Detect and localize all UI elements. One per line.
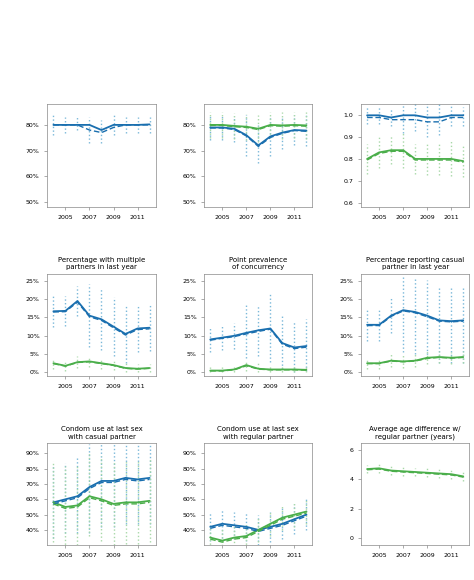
Title: Condom use at last sex
with casual partner: Condom use at last sex with casual partn… bbox=[61, 426, 142, 440]
Title: Condom use at last sex
with regular partner: Condom use at last sex with regular part… bbox=[218, 426, 299, 440]
Title: Percentage with multiple
partners in last year: Percentage with multiple partners in las… bbox=[58, 257, 145, 270]
Title: Percentage reporting casual
partner in last year: Percentage reporting casual partner in l… bbox=[366, 257, 465, 270]
Title: Point prevalence
of concurrency: Point prevalence of concurrency bbox=[229, 257, 287, 270]
Title: Average age difference w/
regular partner (years): Average age difference w/ regular partne… bbox=[369, 426, 461, 440]
